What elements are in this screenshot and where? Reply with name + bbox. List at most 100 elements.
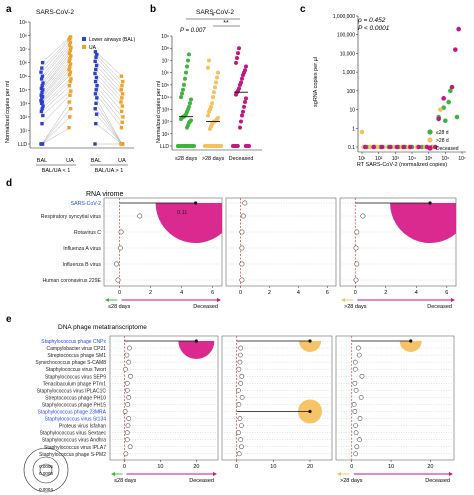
panel-e-bubble: [128, 373, 133, 379]
panel-b-point: [213, 85, 217, 90]
panel-c-point: [433, 144, 438, 150]
panel-a-bal-point: [93, 50, 98, 54]
panel-c-point: [438, 107, 443, 112]
panel-a-pair-line: [41, 42, 71, 77]
panel-d-annotation: 0.11: [177, 210, 187, 216]
panel-a-bal-point: [39, 98, 43, 103]
panel-e-arrow-left-head: [337, 472, 341, 476]
panel-e-bubble: [123, 451, 129, 457]
panel-e-bubble: [126, 416, 132, 421]
panel-a-ua-point: [119, 88, 123, 92]
panel-d-row-label: Influenza A virus: [63, 246, 101, 252]
panel-a-ua-point: [68, 70, 73, 74]
panel-d-bubble-large: [390, 203, 456, 243]
panel-a-pair-line: [41, 72, 71, 103]
panel-b-ytick-label: 10³: [162, 107, 170, 113]
panel-c-point: [363, 144, 368, 150]
panel-e-plot-frame: [335, 335, 455, 461]
panel-e-bubble: [127, 444, 133, 450]
panel-d-title: RNA virome: [86, 191, 123, 198]
panel-c-point: [371, 144, 376, 150]
panel-a-subgroup-1: BAL/UA < 1: [42, 168, 71, 174]
panel-b-pvalue: P = 0.007: [180, 28, 206, 34]
panel-a-title: SARS-CoV-2: [36, 9, 74, 16]
panel-a-pair-line: [95, 77, 123, 107]
panel-a-bal-point: [39, 142, 43, 146]
panel-d-bubble: [137, 213, 143, 219]
panel-a-subgroup-2: BAL/UA > 1: [95, 168, 124, 174]
panel-a-ua-point: [68, 40, 73, 45]
panel-e-bubble: [237, 416, 243, 421]
panel-c-point: [448, 88, 453, 94]
panel-c-ylabel: sgRNA copies per µl: [313, 57, 319, 107]
panel-d-bubble: [239, 261, 245, 267]
panel-e-arrow-left-head: [111, 472, 115, 476]
panel-a-bal-point: [94, 67, 98, 72]
panel-b-point: [189, 118, 193, 123]
panel-d-xtick-label: 6: [211, 290, 214, 296]
panel-e-bubble-large: [299, 341, 321, 352]
panel-a-ua-point: [67, 51, 72, 55]
panel-a-pair-line: [95, 93, 123, 128]
panel-a-ytick-label: 10²: [20, 115, 28, 121]
panel-c-point: [374, 144, 380, 150]
panel-e-bubble: [239, 373, 245, 379]
panel-e-xtick-label: 20: [193, 464, 199, 470]
panel-d-xtick-label: 4: [180, 290, 183, 296]
panel-e-title: DNA phage metatranscriptome: [58, 324, 147, 331]
legend-bal-swatch: [82, 37, 86, 41]
panel-d-arrow-right-head: [451, 298, 455, 302]
panel-e-xtick-label: 0: [235, 464, 238, 470]
panel-e-bubble: [357, 437, 362, 443]
panel-b-point: [188, 101, 192, 106]
panel-e-bubble: [236, 366, 242, 372]
panel-b-point: [239, 119, 243, 124]
panel-a-ua-point: [119, 100, 123, 104]
panel-d-xtick-label: 0: [239, 290, 242, 296]
panel-d-letter: d: [6, 178, 12, 189]
panel-d-xtick-label: 2: [149, 290, 152, 296]
panel-a-x-ua2: UA: [118, 158, 126, 164]
panel-b-point: [179, 95, 183, 100]
panel-a-bal-point: [39, 93, 43, 97]
panel-d-xtick-label: 2: [384, 290, 387, 296]
panel-b-point: [238, 125, 242, 130]
panel-e-row-label: Proteus virus Isfahan: [59, 424, 106, 430]
panel-d-bubble: [353, 277, 359, 283]
panel-c-point: [359, 129, 365, 135]
size-legend-ring-mid: [32, 456, 60, 484]
panel-d-bubble: [354, 261, 360, 267]
panel-e-bubble: [353, 423, 359, 428]
panel-b-point: [237, 46, 241, 51]
panel-d-arrow-right-label: Deceased: [193, 304, 218, 310]
panel-e-bubble: [125, 423, 131, 428]
panel-b-point: [187, 104, 191, 109]
panel-a-axes: 10⁹ 10⁸ 10⁷ 10⁶ 10⁵ 10⁴ 10³ 10² 10¹ LLD: [18, 20, 134, 149]
panel-a-ua-point: [69, 89, 73, 93]
panel-e-bubble: [124, 387, 130, 393]
panel-c-point: [379, 144, 385, 150]
panel-a-bal-point: [39, 109, 44, 114]
panel-e-effect-dot: [308, 409, 312, 414]
panel-c-point: [436, 116, 441, 122]
panel-a-bal-point: [41, 113, 45, 118]
panel-e-bubble: [352, 366, 358, 372]
panel-b-point: [237, 86, 241, 91]
panel-d-xtick-label: 6: [445, 290, 448, 296]
panel-b-point: [235, 144, 240, 148]
panel-a-ua-point: [121, 115, 125, 119]
panel-a-ua-point: [119, 74, 124, 78]
panel-b-x-le28: ≤28 days: [175, 156, 198, 162]
panel-e-bubble: [354, 444, 360, 450]
panel-a-bal-point: [41, 104, 45, 108]
panel-a-ua-point: [69, 54, 73, 58]
panel-c-point: [368, 144, 373, 150]
panel-a-pair-line: [41, 85, 71, 112]
panel-a-bal-point: [40, 66, 44, 70]
panel-c-point: [401, 144, 406, 150]
panel-d-effect-dot: [194, 201, 198, 205]
panel-a-pair-line: [41, 38, 71, 69]
panel-b-point: [184, 144, 188, 148]
